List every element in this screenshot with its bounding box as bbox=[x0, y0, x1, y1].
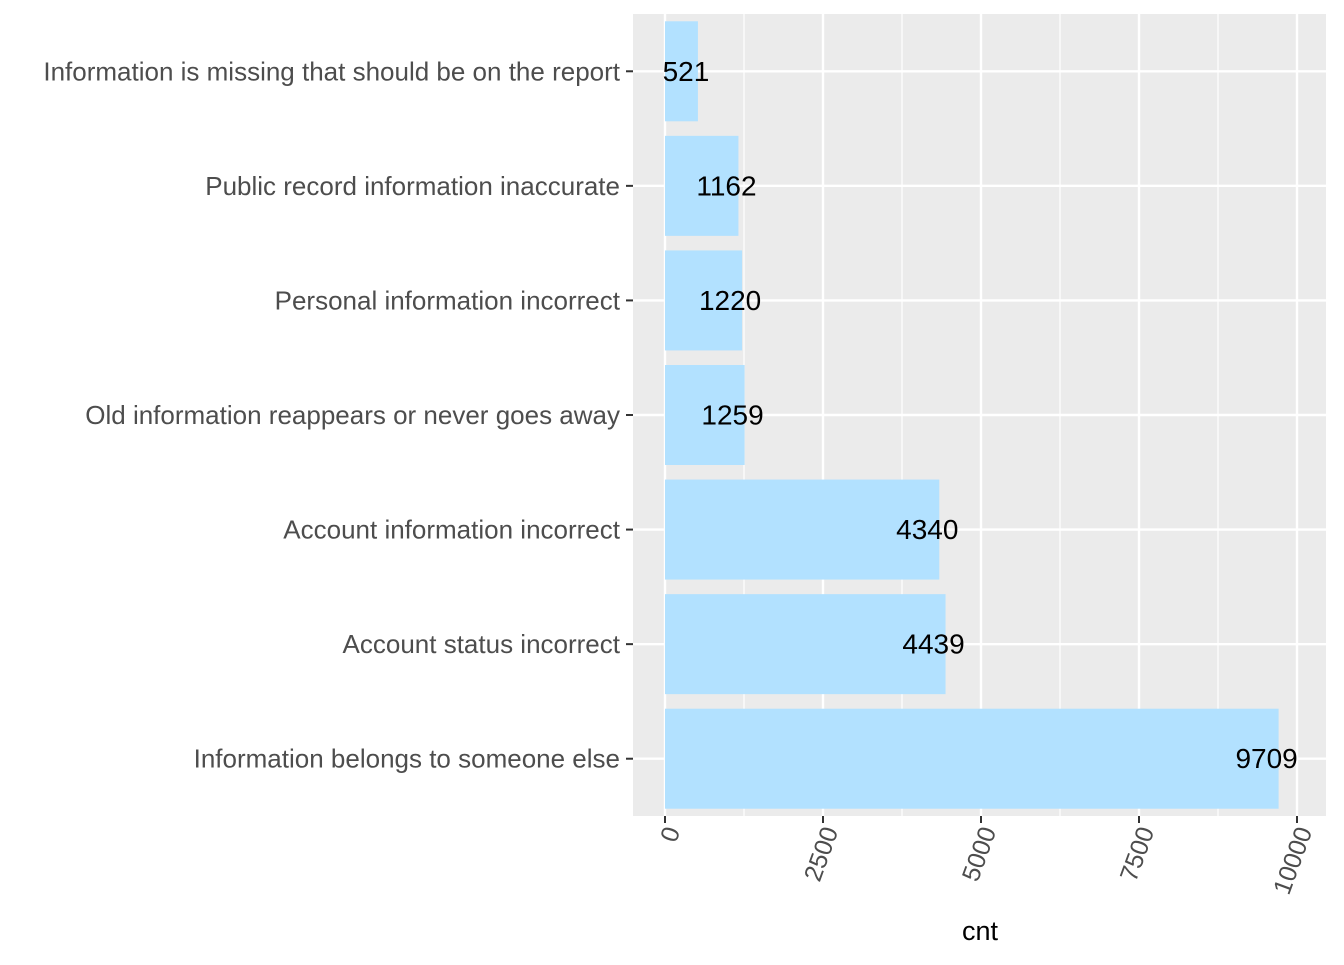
y-axis-category-label: Information belongs to someone else bbox=[194, 744, 620, 774]
x-axis-title: cnt bbox=[962, 916, 999, 946]
y-axis-category-label: Information is missing that should be on… bbox=[43, 56, 620, 86]
x-axis-tick-labels: 0 2500 5000 7500 10000 bbox=[655, 816, 1318, 898]
bar bbox=[665, 365, 745, 465]
bar-value-labels: 9709 4439 4340 1259 1220 1162 521 bbox=[663, 56, 1298, 774]
bar bbox=[665, 708, 1279, 809]
bar bbox=[665, 479, 940, 580]
x-axis-tick-label: 5000 bbox=[957, 823, 1002, 885]
y-axis-category-label: Old information reappears or never goes … bbox=[85, 400, 620, 430]
bar-value-label: 9709 bbox=[1235, 743, 1297, 774]
x-axis-tick-label: 0 bbox=[655, 823, 686, 846]
bar bbox=[665, 594, 946, 695]
bar-value-label: 521 bbox=[663, 56, 710, 87]
y-axis-category-label: Personal information incorrect bbox=[275, 285, 621, 315]
y-axis-category-label: Public record information inaccurate bbox=[205, 171, 620, 201]
bar bbox=[665, 21, 698, 122]
bar-value-label: 1220 bbox=[699, 285, 761, 316]
x-axis-tick-label: 7500 bbox=[1115, 823, 1160, 885]
y-axis-category-label: Account status incorrect bbox=[343, 629, 621, 659]
bar bbox=[665, 250, 743, 351]
bar-value-label: 1162 bbox=[696, 170, 756, 201]
y-axis-category-labels: Information belongs to someone else Accou… bbox=[43, 56, 633, 774]
bar-value-label: 1259 bbox=[701, 400, 763, 431]
x-axis-tick-label: 2500 bbox=[799, 823, 844, 885]
bar-value-label: 4340 bbox=[896, 514, 958, 545]
y-axis-category-label: Account information incorrect bbox=[283, 515, 620, 545]
bars bbox=[665, 21, 1279, 809]
bar bbox=[665, 135, 739, 236]
x-axis-tick-label: 10000 bbox=[1268, 823, 1318, 898]
bar-value-label: 4439 bbox=[902, 629, 964, 660]
